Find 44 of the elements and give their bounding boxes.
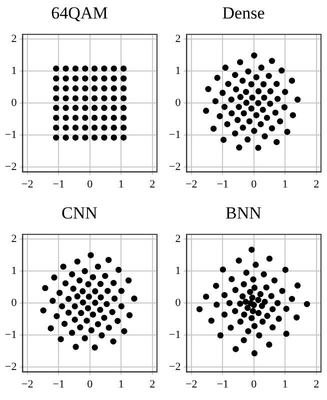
chart-title: 64QAM <box>51 4 108 23</box>
x-tick-label: 2 <box>314 178 320 190</box>
y-tick-label: 1 <box>11 65 17 78</box>
y-tick-label: 2 <box>11 233 17 246</box>
y-tick-label: −1 <box>4 328 17 341</box>
y-tick-label: −2 <box>4 360 17 373</box>
x-tick-label: −1 <box>216 378 228 390</box>
y-tick-label: −1 <box>168 128 181 141</box>
x-tick-label: 2 <box>150 178 156 190</box>
x-tick-label: −2 <box>22 378 34 390</box>
x-tick-label: 2 <box>314 378 320 390</box>
y-tick-label: 0 <box>175 296 182 309</box>
x-tick-label: −2 <box>186 378 198 390</box>
y-tick-label: −2 <box>4 160 17 173</box>
x-tick-label: 1 <box>282 378 288 390</box>
chart-title: CNN <box>62 204 98 223</box>
y-tick-label: 0 <box>175 96 182 109</box>
chart-title: BNN <box>226 204 262 223</box>
y-tick-label: 2 <box>175 33 181 46</box>
x-tick-label: 0 <box>87 378 94 390</box>
y-tick-label: 1 <box>11 265 17 278</box>
x-tick-label: −2 <box>22 178 34 190</box>
y-tick-label: 1 <box>175 265 181 278</box>
y-tick-label: −1 <box>168 328 181 341</box>
y-tick-label: −2 <box>168 160 181 173</box>
x-tick-label: −1 <box>52 178 64 190</box>
x-tick-label: 0 <box>87 178 94 190</box>
y-tick-label: 2 <box>175 233 181 246</box>
chart-title: Dense <box>222 4 265 23</box>
y-tick-label: 0 <box>11 96 18 109</box>
y-tick-label: 0 <box>11 296 18 309</box>
x-tick-label: 0 <box>251 378 258 390</box>
x-tick-label: 0 <box>251 178 258 190</box>
x-tick-label: −1 <box>216 178 228 190</box>
x-tick-label: 2 <box>150 378 156 390</box>
x-tick-label: 1 <box>118 178 124 190</box>
y-tick-label: −1 <box>4 128 17 141</box>
y-tick-label: 1 <box>175 65 181 78</box>
y-tick-label: −2 <box>168 360 181 373</box>
y-tick-label: 2 <box>11 33 17 46</box>
x-tick-label: 1 <box>118 378 124 390</box>
x-tick-label: −2 <box>186 178 198 190</box>
x-tick-label: 1 <box>282 178 288 190</box>
x-tick-label: −1 <box>52 378 64 390</box>
